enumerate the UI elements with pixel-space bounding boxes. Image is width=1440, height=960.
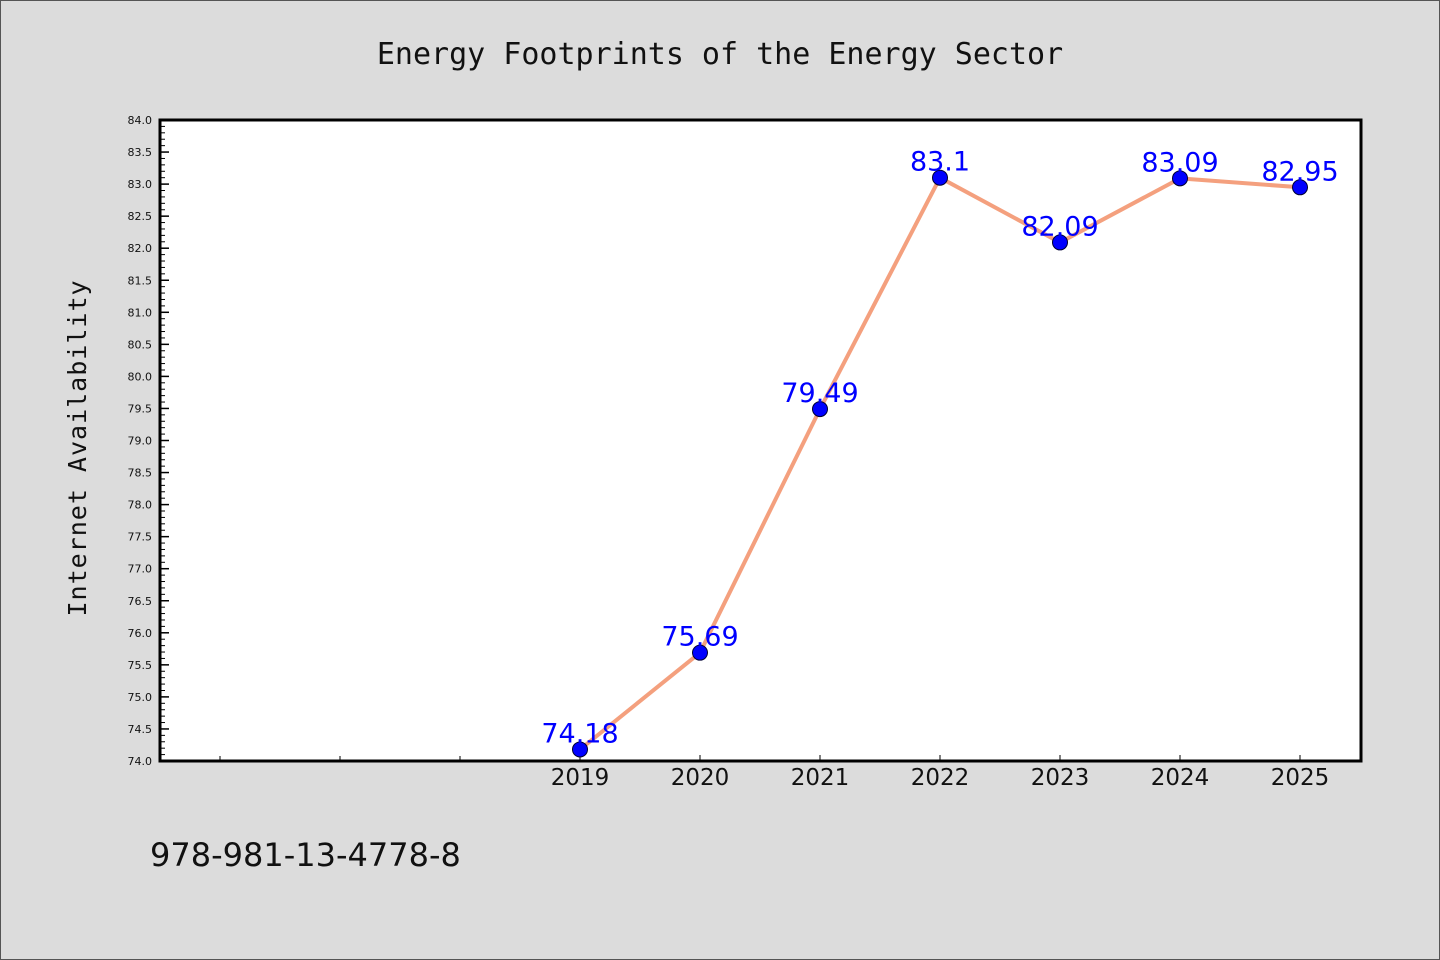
y-tick-label: 81.0 — [128, 306, 153, 319]
y-tick-label: 80.0 — [128, 370, 153, 383]
y-tick-label: 82.0 — [128, 242, 153, 255]
data-label: 79.49 — [781, 378, 858, 409]
data-label: 83.09 — [1141, 147, 1218, 178]
chart-title: Energy Footprints of the Energy Sector — [377, 37, 1063, 72]
data-point — [1172, 170, 1188, 187]
isbn-text: 978-981-13-4778-8 — [150, 836, 461, 874]
x-tick-label: 2019 — [551, 765, 610, 791]
x-tick-label: 2021 — [791, 765, 850, 791]
y-tick-label: 77.0 — [128, 563, 153, 576]
data-label: 74.18 — [541, 718, 618, 749]
data-point — [812, 401, 828, 418]
data-label: 82.09 — [1021, 211, 1098, 242]
data-label: 83.1 — [910, 147, 970, 178]
y-tick-label: 76.0 — [128, 627, 153, 640]
y-tick-label: 76.5 — [128, 595, 153, 608]
y-tick-label: 74.5 — [128, 723, 153, 736]
x-tick-label: 2024 — [1151, 765, 1210, 791]
plot-area — [158, 118, 1363, 763]
y-tick-label: 79.0 — [128, 435, 153, 448]
data-label: 82.95 — [1261, 156, 1338, 187]
y-tick-label: 74.0 — [128, 755, 153, 768]
data-point — [572, 741, 588, 758]
data-label: 75.69 — [661, 622, 738, 653]
x-tick-label: 2023 — [1031, 765, 1090, 791]
x-axis: 2019 2020 2021 2022 2023 2024 2025 — [219, 755, 1330, 791]
data-point — [1292, 179, 1308, 196]
y-tick-label: 83.0 — [128, 178, 153, 191]
x-tick-label: 2022 — [911, 765, 970, 791]
y-axis-label: Internet Availability — [63, 279, 92, 616]
y-tick-label: 81.5 — [128, 274, 153, 287]
data-point — [1052, 234, 1068, 251]
y-axis: 74.0 74.5 75.0 75.5 76.0 76.5 77.0 77.5 78.0 78.5… — [128, 114, 169, 768]
y-tick-label: 75.0 — [128, 691, 153, 704]
series-group: 74.18 75.69 79.49 83.1 82.09 83.09 82.95 — [541, 147, 1339, 758]
y-tick-label: 79.5 — [128, 402, 153, 415]
x-tick-label: 2025 — [1271, 765, 1330, 791]
y-tick-label: 78.5 — [128, 467, 153, 480]
y-tick-label: 78.0 — [128, 499, 153, 512]
y-tick-label: 83.5 — [128, 146, 153, 159]
y-tick-label: 77.5 — [128, 531, 153, 544]
y-tick-label: 82.5 — [128, 210, 153, 223]
y-tick-label: 75.5 — [128, 659, 153, 672]
data-point — [932, 169, 948, 186]
y-tick-label: 80.5 — [128, 338, 153, 351]
y-tick-label: 84.0 — [128, 114, 153, 127]
data-point — [692, 644, 708, 661]
x-tick-label: 2020 — [671, 765, 730, 791]
